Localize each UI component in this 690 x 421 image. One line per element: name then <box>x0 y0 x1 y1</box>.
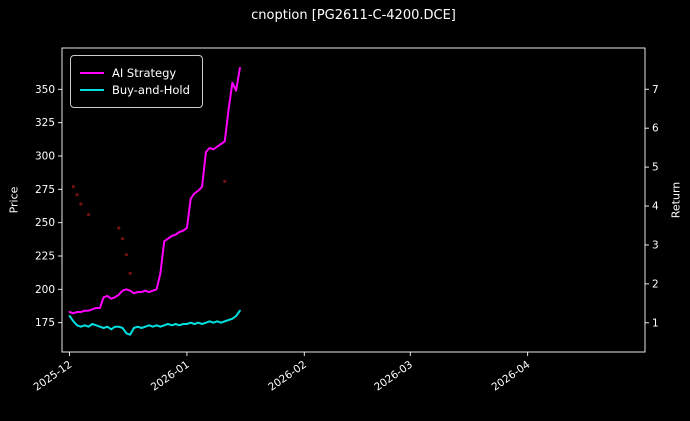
svg-text:250: 250 <box>35 217 55 229</box>
svg-text:275: 275 <box>35 184 55 196</box>
svg-text:200: 200 <box>35 284 55 296</box>
legend-label-ai-strategy: AI Strategy <box>112 66 177 80</box>
y-axis-left-ticks: 175 200 225 250 275 300 325 350 <box>35 84 62 329</box>
ai-strategy-line-swatch <box>80 72 104 74</box>
y-axis-right-ticks: 1 2 3 4 5 6 7 <box>645 84 659 329</box>
plot-frame <box>61 47 646 353</box>
svg-text:2: 2 <box>652 278 659 290</box>
svg-text:225: 225 <box>35 251 55 263</box>
svg-text:2026-03: 2026-03 <box>372 359 415 394</box>
svg-text:175: 175 <box>35 317 55 329</box>
legend-label-buy-and-hold: Buy-and-Hold <box>112 83 190 97</box>
svg-text:6: 6 <box>652 123 659 135</box>
buy-and-hold-line-swatch <box>80 89 104 91</box>
svg-text:2025-12: 2025-12 <box>31 359 74 394</box>
svg-text:1: 1 <box>652 317 659 329</box>
svg-text:350: 350 <box>35 84 55 96</box>
svg-text:325: 325 <box>35 117 55 129</box>
svg-text:300: 300 <box>35 151 55 163</box>
y-axis-label-price: Price <box>7 186 21 214</box>
legend: AI Strategy Buy-and-Hold <box>70 55 203 108</box>
svg-text:5: 5 <box>652 162 659 174</box>
svg-text:2026-01: 2026-01 <box>149 359 192 394</box>
chart-title: cnoption [PG2611-C-4200.DCE] <box>251 8 456 23</box>
svg-text:3: 3 <box>652 239 659 251</box>
x-axis-ticks: 2025-12 2026-01 2026-02 2026-03 2026-04 <box>31 352 533 394</box>
legend-item-buy-and-hold: Buy-and-Hold <box>80 83 190 97</box>
legend-item-ai-strategy: AI Strategy <box>80 66 190 80</box>
svg-text:2026-04: 2026-04 <box>490 358 533 393</box>
y-axis-label-return: Return <box>669 181 683 219</box>
series-line-buy-and-hold <box>68 309 241 336</box>
svg-text:7: 7 <box>652 84 659 96</box>
svg-text:4: 4 <box>652 201 659 213</box>
series-line-ai-strategy <box>68 67 241 315</box>
svg-text:2026-02: 2026-02 <box>266 359 309 394</box>
scatter-signal-dots <box>71 179 227 275</box>
